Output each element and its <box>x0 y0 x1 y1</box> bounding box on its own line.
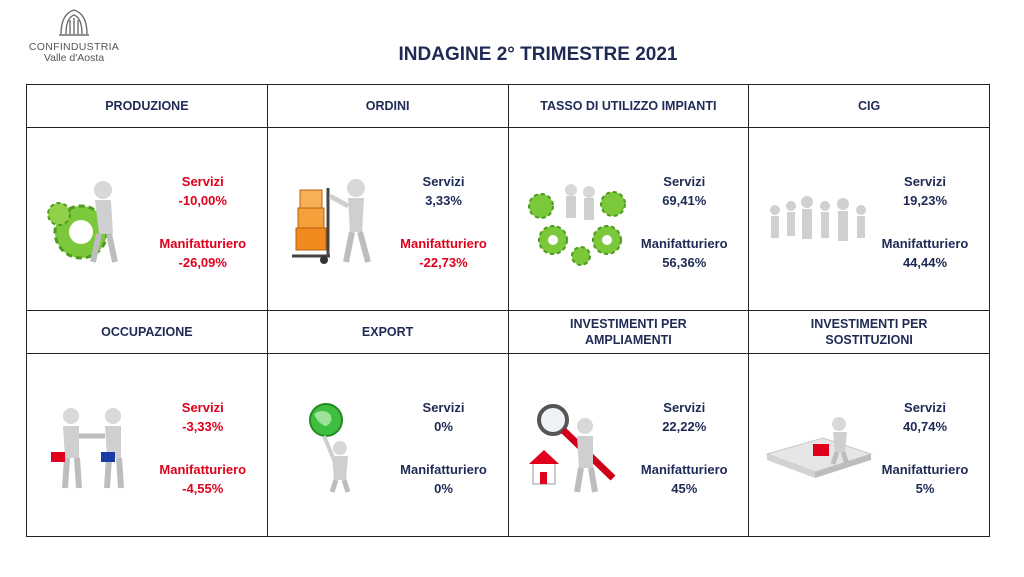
globe-figure-icon <box>308 403 351 493</box>
servizi-value: -10,00% <box>178 193 227 208</box>
header-row-2: OCCUPAZIONE EXPORT INVESTIMENTI PER AMPLI… <box>26 310 990 354</box>
header-occupazione: OCCUPAZIONE <box>26 310 268 354</box>
boxes-cart-icon <box>291 179 371 264</box>
cell-investimenti-ampliamenti: Servizi 22,22% Manifatturiero 45% <box>507 353 750 537</box>
value-row-2: Servizi -3,33% Manifatturiero -4,55% <box>26 353 990 537</box>
servizi-value: 19,23% <box>902 193 948 208</box>
values-cig: Servizi 19,23% Manifatturiero 44,44% <box>861 128 989 310</box>
values-tasso-utilizzo: Servizi 69,41% Manifatturiero 56,36% <box>620 128 748 310</box>
servizi-block: Servizi -10,00% <box>139 172 267 210</box>
manifatturiero-block: Manifatturiero 0% <box>380 460 508 498</box>
logo-line2: Valle d'Aosta <box>43 52 105 64</box>
values-export: Servizi 0% Manifatturiero 0% <box>380 354 508 536</box>
header-investimenti-ampliamenti: INVESTIMENTI PER AMPLIAMENTI <box>507 310 750 354</box>
servizi-block: Servizi -3,33% <box>139 398 267 436</box>
values-ordini: Servizi 3,33% Manifatturiero -22,73% <box>380 128 508 310</box>
servizi-label: Servizi <box>181 174 224 189</box>
servizi-block: Servizi 40,74% <box>861 398 989 436</box>
servizi-label: Servizi <box>422 400 465 415</box>
gear-figure-icon <box>47 181 118 263</box>
cell-cig: Servizi 19,23% Manifatturiero 44,44% <box>748 127 990 311</box>
servizi-block: Servizi 3,33% <box>380 172 508 210</box>
servizi-value: 3,33% <box>425 193 462 208</box>
cell-produzione: Servizi -10,00% Manifatturiero -26,09% <box>26 127 268 311</box>
cell-investimenti-sostituzioni: Servizi 40,74% Manifatturiero 5% <box>748 353 990 537</box>
servizi-label: Servizi <box>663 174 706 189</box>
servizi-value: 22,22% <box>662 419 707 434</box>
servizi-value: -3,33% <box>182 419 224 434</box>
servizi-value: 40,74% <box>902 419 948 434</box>
values-produzione: Servizi -10,00% Manifatturiero -26,09% <box>139 128 267 310</box>
servizi-label: Servizi <box>904 400 946 415</box>
manifatturiero-value: 0% <box>434 481 453 496</box>
servizi-block: Servizi 69,41% <box>620 172 748 210</box>
servizi-block: Servizi 22,22% <box>620 398 748 436</box>
servizi-label: Servizi <box>422 174 465 189</box>
cell-export: Servizi 0% Manifatturiero 0% <box>266 353 509 537</box>
manifatturiero-block: Manifatturiero 44,44% <box>861 234 989 272</box>
header-produzione: PRODUZIONE <box>26 84 268 128</box>
values-investimenti-sostituzioni: Servizi 40,74% Manifatturiero 5% <box>861 354 989 536</box>
manifatturiero-block: Manifatturiero -26,09% <box>139 234 267 272</box>
manifatturiero-label: Manifatturiero <box>881 236 969 251</box>
manifatturiero-label: Manifatturiero <box>159 462 247 477</box>
logo-line1: CONFINDUSTRIA <box>28 41 120 53</box>
servizi-value: 0% <box>434 419 453 434</box>
values-investimenti-ampliamenti: Servizi 22,22% Manifatturiero 45% <box>620 354 748 536</box>
page-title: INDAGINE 2° TRIMESTRE 2021 <box>398 44 678 65</box>
people-group-icon <box>770 196 867 241</box>
puzzle-figure-icon <box>765 417 873 478</box>
handshake-icon <box>51 408 124 489</box>
manifatturiero-label: Manifatturiero <box>159 236 247 251</box>
cell-ordini: Servizi 3,33% Manifatturiero -22,73% <box>266 127 509 311</box>
header-investimenti-sostituzioni: INVESTIMENTI PER SOSTITUZIONI <box>748 310 990 354</box>
servizi-block: Servizi 0% <box>380 398 508 436</box>
header-row-1: PRODUZIONE ORDINI TASSO DI UTILIZZO IMPI… <box>26 84 990 128</box>
manifatturiero-value: -26,09% <box>178 255 227 270</box>
header-cig: CIG <box>748 84 990 128</box>
value-row-1: Servizi -10,00% Manifatturiero -26,09% <box>26 127 990 311</box>
manifatturiero-label: Manifatturiero <box>400 236 487 251</box>
servizi-value: 69,41% <box>662 193 707 208</box>
header-export: EXPORT <box>266 310 509 354</box>
manifatturiero-value: 44,44% <box>902 255 948 270</box>
manifatturiero-value: 45% <box>671 481 698 496</box>
header-tasso-utilizzo: TASSO DI UTILIZZO IMPIANTI <box>507 84 750 128</box>
servizi-label: Servizi <box>181 400 224 415</box>
manifatturiero-label: Manifatturiero <box>640 462 728 477</box>
manifatturiero-value: 56,36% <box>662 255 707 270</box>
values-occupazione: Servizi -3,33% Manifatturiero -4,55% <box>139 354 267 536</box>
manifatturiero-label: Manifatturiero <box>400 462 487 477</box>
manifatturiero-label: Manifatturiero <box>881 462 969 477</box>
manifatturiero-block: Manifatturiero -4,55% <box>139 460 267 498</box>
servizi-block: Servizi 19,23% <box>861 172 989 210</box>
confindustria-logo: CONFINDUSTRIA Valle d'Aosta <box>22 6 126 76</box>
manifatturiero-value: -22,73% <box>419 255 468 270</box>
manifatturiero-block: Manifatturiero 5% <box>861 460 989 498</box>
confindustria-emblem-icon <box>59 9 89 36</box>
servizi-label: Servizi <box>663 400 706 415</box>
header-ordini: ORDINI <box>266 84 509 128</box>
manifatturiero-value: -4,55% <box>182 481 224 496</box>
manifatturiero-block: Manifatturiero -22,73% <box>380 234 508 272</box>
manifatturiero-block: Manifatturiero 45% <box>620 460 748 498</box>
cell-tasso-utilizzo: Servizi 69,41% Manifatturiero 56,36% <box>507 127 750 311</box>
manifatturiero-block: Manifatturiero 56,36% <box>620 234 748 272</box>
manifatturiero-value: 5% <box>915 481 935 496</box>
magnifier-house-icon <box>528 404 615 493</box>
gears-team-icon <box>527 184 626 266</box>
servizi-label: Servizi <box>904 174 946 189</box>
cell-occupazione: Servizi -3,33% Manifatturiero -4,55% <box>26 353 268 537</box>
manifatturiero-label: Manifatturiero <box>640 236 728 251</box>
survey-grid: PRODUZIONE ORDINI TASSO DI UTILIZZO IMPI… <box>26 84 990 537</box>
